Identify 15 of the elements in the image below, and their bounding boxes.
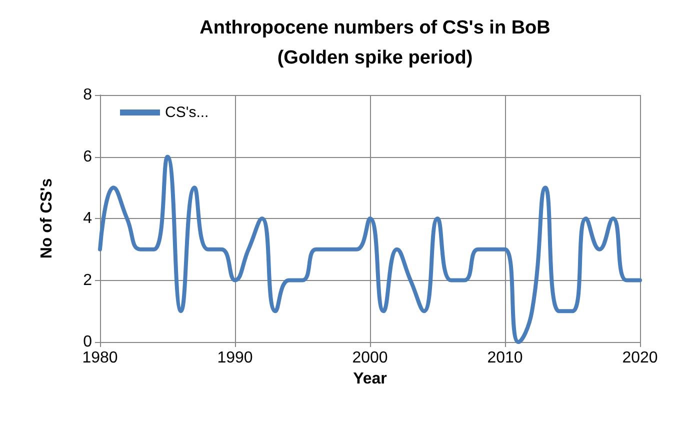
chart-title: Anthropocene numbers of CS's in BoB (Golden spike period) xyxy=(200,18,550,68)
legend-label: CS's... xyxy=(165,104,209,121)
x-tick-label: 2010 xyxy=(487,350,523,366)
line-series xyxy=(98,154,642,344)
x-tick-label: 1980 xyxy=(82,350,118,366)
x-tick-label: 2000 xyxy=(352,350,388,366)
y-tick-label: 2 xyxy=(83,272,92,289)
y-tick-label: 8 xyxy=(83,86,92,104)
y-tick-label: 0 xyxy=(83,334,92,350)
x-tick-label: 1990 xyxy=(217,350,253,366)
y-tick-label: 4 xyxy=(83,210,92,227)
x-tick-label: 2020 xyxy=(622,350,658,366)
y-axis-title: No of CS's xyxy=(38,178,56,259)
x-axis-title: Year xyxy=(353,370,387,388)
y-tick-label: 6 xyxy=(83,148,92,166)
